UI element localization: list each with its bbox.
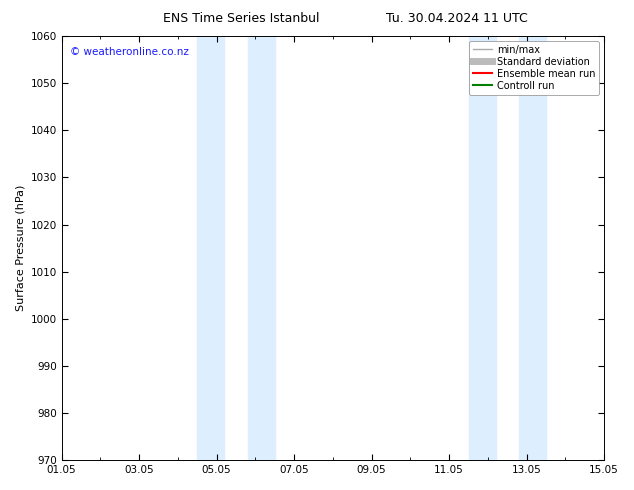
Bar — [469, 36, 496, 460]
Bar — [197, 36, 224, 460]
Legend: min/max, Standard deviation, Ensemble mean run, Controll run: min/max, Standard deviation, Ensemble me… — [469, 41, 599, 95]
Text: ENS Time Series Istanbul: ENS Time Series Istanbul — [163, 12, 319, 25]
Text: © weatheronline.co.nz: © weatheronline.co.nz — [70, 47, 189, 57]
Bar — [248, 36, 275, 460]
Text: Tu. 30.04.2024 11 UTC: Tu. 30.04.2024 11 UTC — [385, 12, 527, 25]
Bar — [519, 36, 546, 460]
Y-axis label: Surface Pressure (hPa): Surface Pressure (hPa) — [15, 185, 25, 311]
